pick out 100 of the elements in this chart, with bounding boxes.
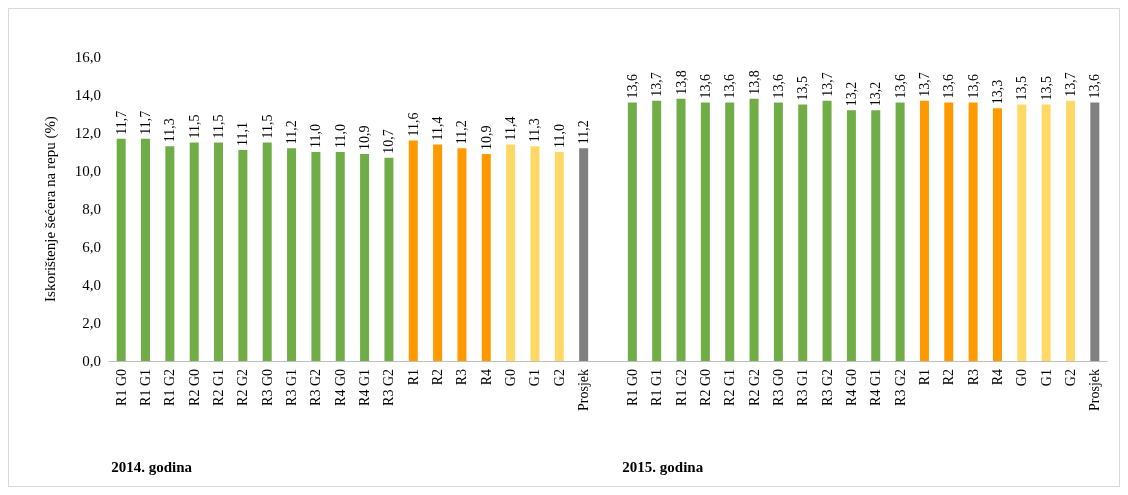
x-tick-label: R3 G2 (892, 369, 908, 406)
data-label: 13,7 (1062, 72, 1078, 97)
x-tick-label: R3 G1 (795, 369, 811, 406)
data-label: 10,9 (357, 125, 373, 150)
text: 2014. godina (111, 458, 193, 475)
y-tick-label: 2,0 (82, 315, 101, 331)
data-label: 11,5 (186, 114, 202, 139)
bar (238, 150, 248, 361)
x-tick-label: Prosjek (1087, 369, 1103, 411)
x-tick-label: R2 (941, 369, 957, 386)
x-tick-label: R1 (405, 369, 421, 386)
data-label: 13,8 (673, 70, 689, 95)
y-tick-label: 4,0 (82, 277, 101, 293)
x-tick-label: R2 G1 (722, 369, 738, 406)
bar (457, 148, 467, 361)
data-label: 13,6 (1087, 74, 1103, 99)
bar (433, 144, 443, 361)
x-tick-label: R1 G2 (162, 369, 178, 406)
data-label: 13,3 (989, 79, 1005, 105)
x-tick-label: R4 (989, 369, 1005, 386)
y-tick-label: 6,0 (82, 239, 101, 255)
data-label: 11,0 (332, 124, 348, 148)
bar (311, 152, 321, 361)
data-label: 11,7 (138, 110, 154, 135)
x-tick-label: R1 G1 (138, 369, 154, 406)
x-tick-label: R3 G2 (819, 369, 835, 406)
x-tick-label: R2 G2 (235, 369, 251, 406)
x-tick-label: G2 (551, 369, 567, 387)
bar (1090, 102, 1100, 361)
x-tick-label: R1 G0 (624, 369, 640, 406)
text: 2015. godina (622, 458, 704, 475)
x-tick-label: R2 G0 (697, 369, 713, 406)
x-tick-label: G0 (503, 369, 519, 387)
x-tick-label: R3 (965, 369, 981, 386)
bar (846, 110, 856, 361)
bar (214, 142, 224, 361)
x-tick-label: R4 (478, 369, 494, 386)
data-label: 10,7 (381, 129, 397, 154)
x-tick-label: R1 G1 (649, 369, 665, 406)
x-tick-label: R2 G2 (746, 369, 762, 406)
bar (700, 102, 710, 361)
x-tick-label: R1 G0 (113, 369, 129, 406)
data-label: 13,5 (1014, 76, 1030, 101)
data-label: 11,4 (430, 116, 446, 141)
x-tick-label: R3 G0 (259, 369, 275, 406)
bar (773, 102, 783, 361)
bar (968, 102, 978, 361)
bar (676, 98, 686, 361)
y-tick-label: 8,0 (82, 201, 101, 217)
x-tick-label: G1 (527, 369, 543, 387)
bar (627, 102, 637, 361)
data-label: 13,6 (624, 74, 640, 99)
y-tick-label: 0,0 (82, 353, 101, 369)
data-label: 11,2 (284, 120, 300, 145)
data-label: 11,5 (259, 114, 275, 139)
data-label: 13,6 (770, 74, 786, 99)
data-label: 11,0 (308, 124, 324, 148)
data-label: 11,2 (454, 120, 470, 145)
bar (408, 140, 418, 361)
bar (481, 153, 491, 361)
data-label: 13,6 (941, 74, 957, 99)
y-axis-title: Iskorištenje šećera na repu (%) (41, 116, 59, 302)
bar (919, 100, 929, 361)
bar (1065, 100, 1075, 361)
data-label: 13,5 (1038, 76, 1054, 101)
y-tick-label: 12,0 (74, 125, 101, 141)
x-tick-label: G0 (1014, 369, 1030, 387)
data-label: 13,2 (843, 81, 859, 107)
bar (287, 148, 297, 361)
x-tick-label: R4 G0 (843, 369, 859, 406)
bar (335, 152, 345, 361)
bar (871, 110, 881, 361)
data-label: 13,7 (649, 72, 665, 97)
bar (725, 102, 735, 361)
data-label: 11,6 (405, 112, 421, 137)
data-label: 13,5 (795, 76, 811, 101)
x-tick-label: G2 (1062, 369, 1078, 387)
bar (1017, 104, 1027, 361)
data-label: 13,8 (746, 70, 762, 95)
y-tick-label: 10,0 (74, 163, 101, 179)
data-label: 11,5 (211, 114, 227, 139)
bar (822, 100, 832, 361)
bar (360, 153, 370, 361)
x-tick-label: G1 (1038, 369, 1054, 387)
y-tick-label: 16,0 (74, 49, 101, 65)
bar (798, 104, 808, 361)
bar (116, 138, 126, 361)
bar (579, 148, 589, 361)
data-label: 13,6 (697, 74, 713, 99)
bar (1041, 104, 1051, 361)
x-tick-label: R3 G0 (770, 369, 786, 406)
x-tick-label: R2 G1 (211, 369, 227, 406)
bar (895, 102, 905, 361)
bar (992, 108, 1002, 361)
bar (384, 157, 394, 361)
data-label: 13,7 (819, 72, 835, 97)
data-label: 10,9 (478, 125, 494, 150)
bar (262, 142, 272, 361)
x-tick-label: R1 G2 (673, 369, 689, 406)
data-label: 11,4 (503, 116, 519, 141)
